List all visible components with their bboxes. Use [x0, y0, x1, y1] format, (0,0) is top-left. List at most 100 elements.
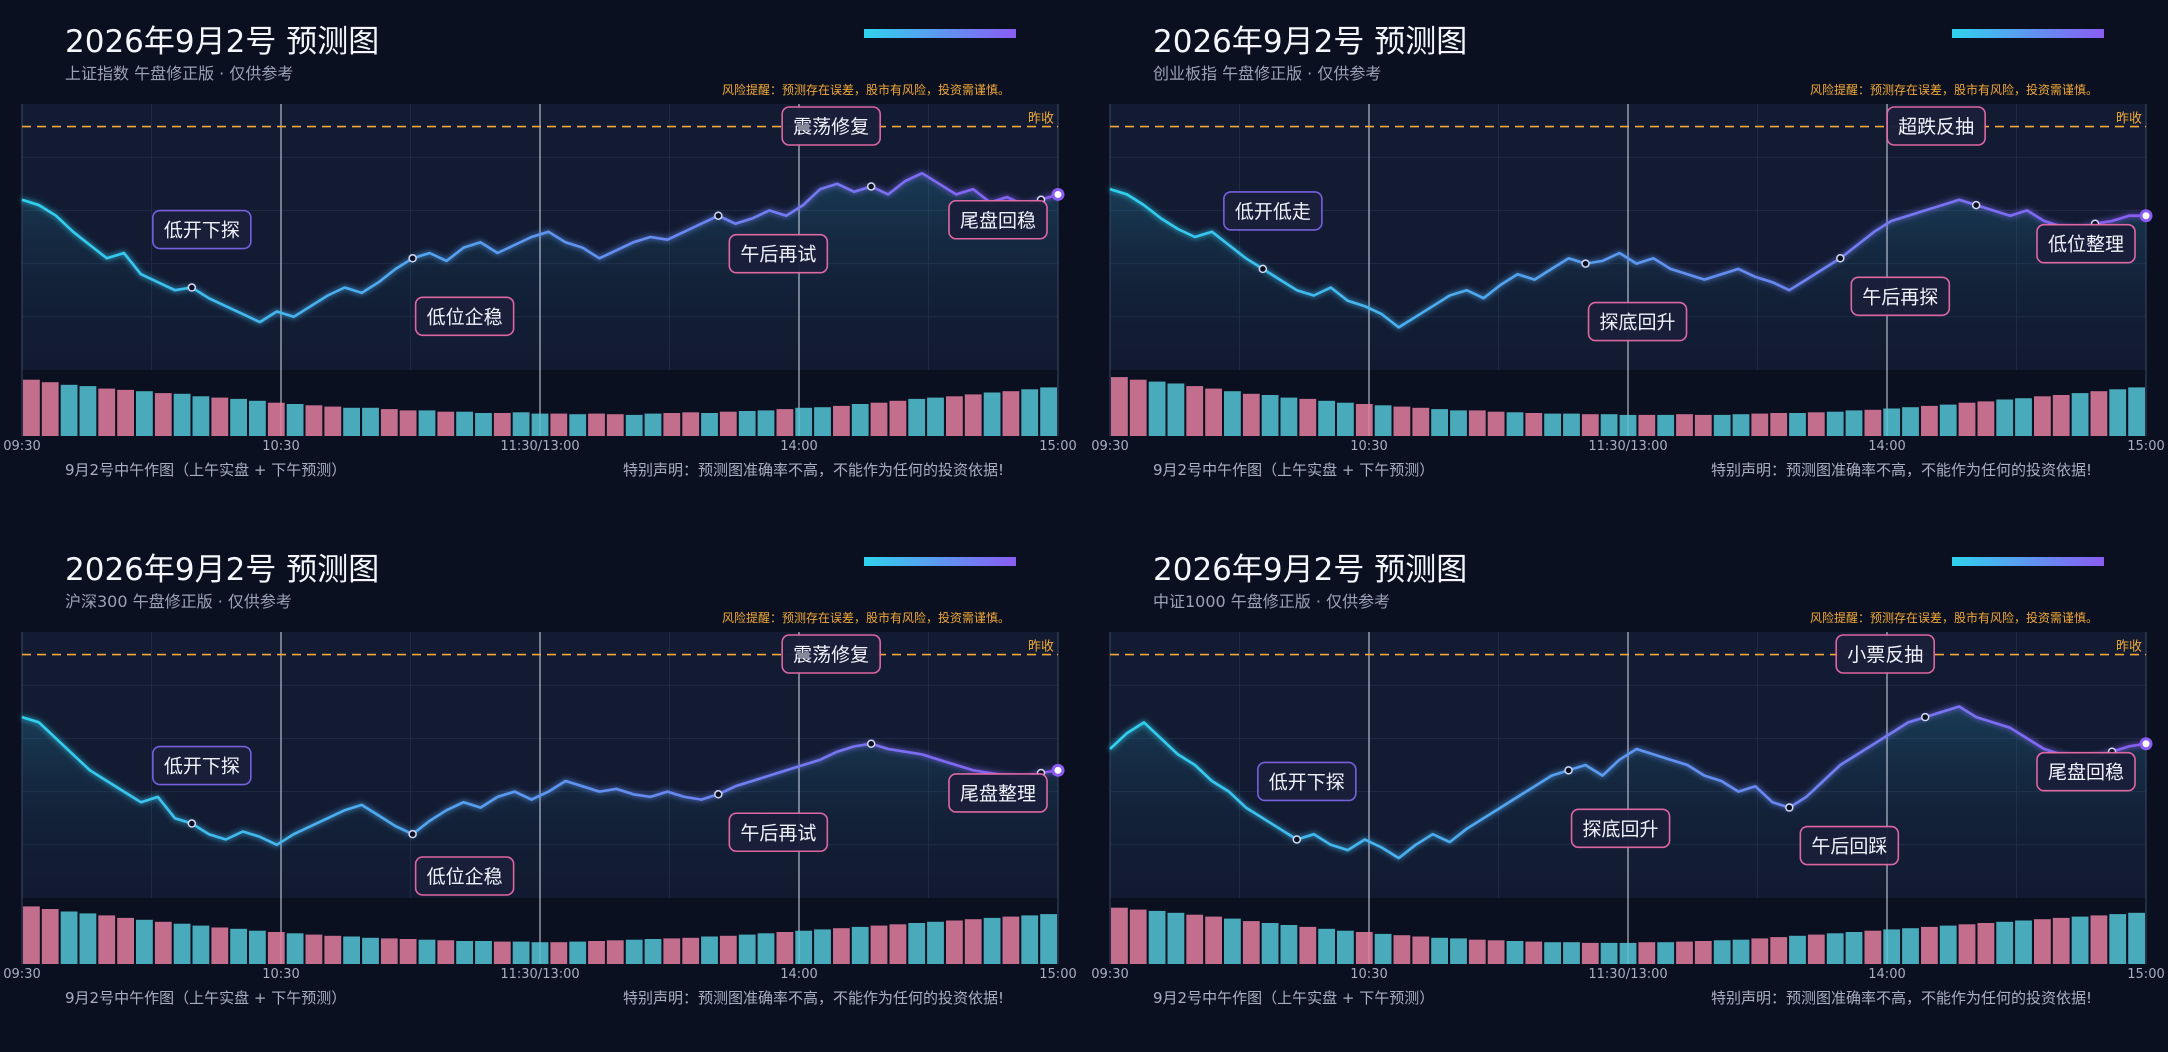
chart-title: 2026年9月2号 预测图	[1153, 552, 1468, 588]
time-tick-label: 14:00	[780, 967, 817, 982]
annotation-label: 低位企稳	[427, 866, 503, 888]
annotation-callout: 午后再试	[728, 812, 829, 853]
panel-csi1000: 2026年9月2号 预测图 中证1000 午盘修正版 · 仅供参考 风险提醒：预…	[1088, 528, 2168, 1052]
volume-bar	[663, 413, 681, 436]
annotation-callout: 超跌反抽	[1886, 106, 1986, 146]
volume-bar	[211, 927, 229, 964]
chart-disclaimer: 特别声明：预测图准确率不高，不能作为任何的投资依据!	[622, 989, 1004, 1007]
volume-bar	[173, 923, 191, 964]
chart-subtitle: 中证1000 午盘修正版 · 仅供参考	[1153, 592, 1391, 611]
volume-bar	[267, 402, 285, 436]
volume-bar	[927, 921, 944, 964]
annotation-callout: 震荡修复	[781, 106, 881, 146]
volume-bar	[1224, 391, 1241, 436]
volume-bar	[230, 398, 247, 436]
volume-bar	[249, 930, 266, 964]
chart-disclaimer: 特别声明：预测图准确率不高，不能作为任何的投资依据!	[622, 461, 1004, 479]
volume-bar	[1487, 940, 1505, 964]
annotation-label: 午后再试	[740, 822, 816, 844]
time-tick-label: 09:30	[3, 439, 40, 454]
volume-bar	[1713, 414, 1731, 436]
volume-bar	[1412, 407, 1430, 436]
volume-bar	[98, 915, 116, 964]
annotation-callout: 低开低走	[1223, 191, 1323, 231]
volume-bar	[1337, 930, 1354, 964]
volume-bar	[569, 414, 587, 436]
volume-bar	[682, 937, 700, 964]
volume-bar	[1807, 934, 1825, 964]
volume-bar	[1789, 935, 1806, 964]
volume-bar	[682, 412, 700, 436]
last-price-marker	[1051, 763, 1065, 777]
annotation-label: 探底回升	[1600, 312, 1676, 334]
volume-bar	[2015, 398, 2032, 436]
volume-bar	[2090, 915, 2108, 964]
annotation-dot	[1785, 803, 1794, 812]
volume-bar	[1506, 941, 1524, 964]
volume-bar	[2128, 912, 2145, 964]
annotation-callout: 低位企稳	[414, 296, 515, 337]
volume-bar	[1111, 377, 1128, 436]
chart-subtitle: 沪深300 午盘修正版 · 仅供参考	[65, 592, 292, 611]
volume-bar	[531, 413, 549, 436]
annotation-label: 尾盘回稳	[960, 210, 1036, 232]
volume-bar	[663, 938, 681, 964]
volume-bar	[60, 911, 78, 964]
time-tick-label: 09:30	[1091, 439, 1128, 454]
volume-bar	[1600, 414, 1618, 436]
volume-bar	[1431, 937, 1448, 964]
annotation-label: 震荡修复	[793, 644, 869, 666]
volume-bar	[1638, 942, 1656, 964]
volume-bar	[192, 925, 210, 964]
prev-close-label: 昨收	[1028, 112, 1054, 127]
last-price-marker	[2139, 737, 2153, 751]
volume-bar	[1883, 929, 1901, 964]
volume-bar	[2034, 919, 2051, 964]
chart-disclaimer: 特别声明：预测图准确率不高，不能作为任何的投资依据!	[1710, 989, 2092, 1007]
volume-bar	[2090, 391, 2108, 436]
volume-bar	[946, 920, 963, 964]
volume-bar	[79, 386, 97, 436]
volume-bar	[1021, 389, 1039, 436]
volume-bar	[286, 933, 304, 964]
volume-bar	[230, 928, 247, 964]
volume-bar	[2034, 396, 2051, 436]
volume-bar	[249, 400, 266, 436]
volume-bar	[1205, 916, 1222, 964]
risk-note: 风险提醒：预测存在误差，股市有风险，投资需谨慎。	[721, 611, 1010, 625]
volume-bar	[1148, 910, 1166, 964]
volume-bar	[1167, 383, 1185, 436]
annotation-label: 探底回升	[1583, 818, 1659, 840]
volume-bar	[1167, 912, 1185, 964]
annotation-callout: 震荡修复	[781, 634, 881, 674]
volume-bar	[23, 906, 40, 964]
volume-bar	[2109, 389, 2127, 436]
prev-close-label: 昨收	[1028, 640, 1054, 655]
volume-bar	[738, 934, 756, 964]
time-tick-label: 09:30	[3, 967, 40, 982]
volume-bar	[908, 923, 926, 964]
chart-caption: 9月2号中午作图（上午实盘 + 下午预测）	[1153, 461, 1435, 479]
volume-bar	[60, 384, 78, 436]
time-tick-label: 15:00	[1039, 967, 1076, 982]
annotation-callout: 探底回升	[1587, 301, 1688, 342]
time-tick-label: 11:30/13:00	[1588, 967, 1667, 982]
volume-bar	[1506, 412, 1524, 436]
volume-bar	[1676, 941, 1693, 964]
annotation-callout: 尾盘整理	[948, 773, 1048, 813]
volume-bar	[117, 917, 134, 964]
volume-bar	[154, 921, 172, 964]
risk-note: 风险提醒：预测存在误差，股市有风险，投资需谨慎。	[1809, 611, 2098, 625]
annotation-dot	[1564, 766, 1573, 775]
time-tick-label: 14:00	[1868, 967, 1905, 982]
volume-bar	[1902, 928, 1919, 964]
panel-shanghai-composite: 2026年9月2号 预测图 上证指数 午盘修正版 · 仅供参考 风险提醒：预测存…	[0, 0, 1084, 524]
volume-bar	[1280, 397, 1298, 436]
time-tick-label: 10:30	[262, 439, 299, 454]
last-price-marker	[1051, 187, 1065, 201]
annotation-callout: 午后再试	[728, 233, 829, 274]
volume-bar	[1299, 398, 1317, 436]
time-tick-label: 14:00	[1868, 439, 1905, 454]
volume-bar	[437, 940, 455, 964]
volume-bar	[192, 396, 210, 436]
